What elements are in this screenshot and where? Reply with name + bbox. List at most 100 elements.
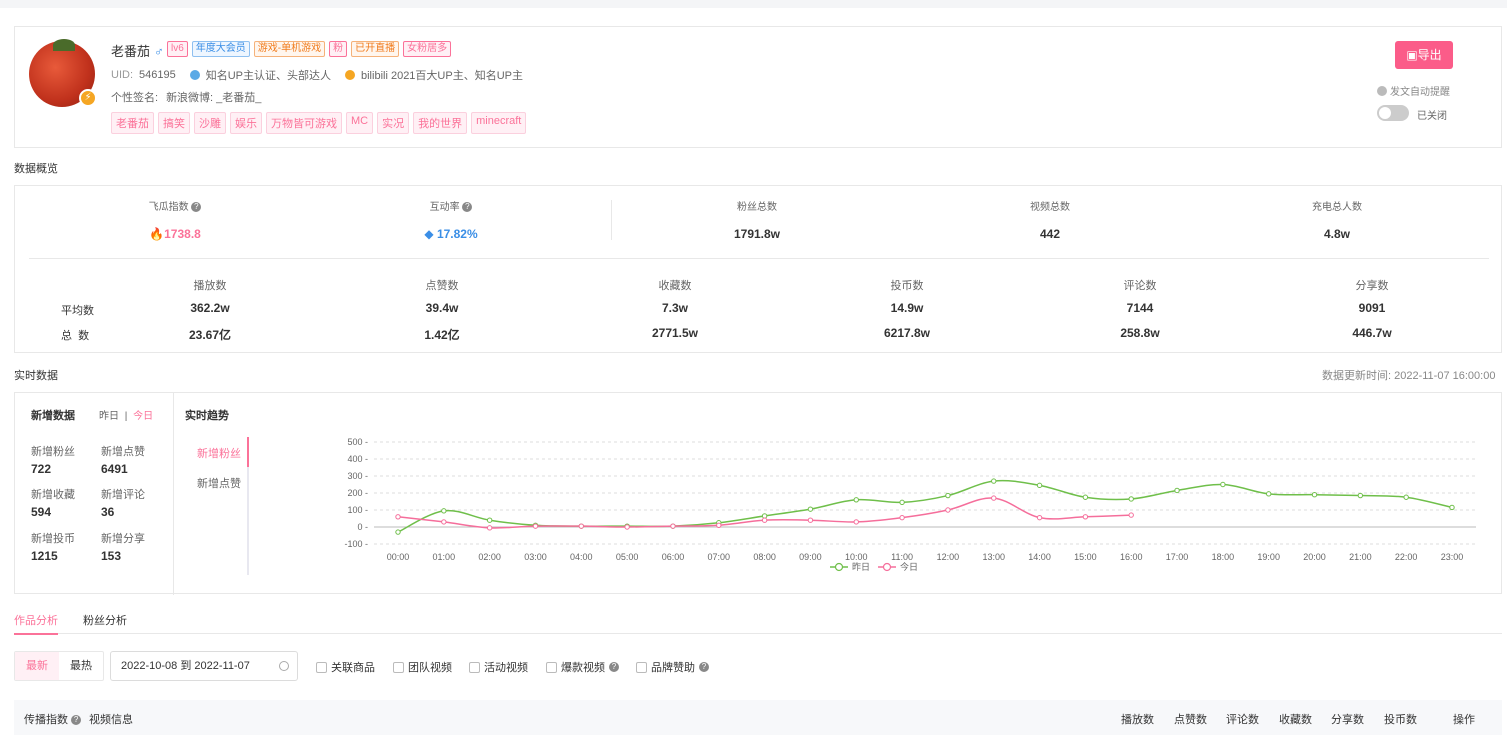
checkbox-label: 关联商品	[331, 662, 375, 674]
data-point	[670, 523, 676, 529]
tab-works-analysis[interactable]: 作品分析	[14, 612, 58, 635]
x-tick-label: 11:00	[891, 552, 913, 562]
th-spread-index[interactable]: 传播指数 ?	[24, 711, 82, 727]
checkbox[interactable]	[636, 661, 647, 673]
avg-value: 39.4w	[425, 301, 459, 315]
level-badge: lv6	[167, 41, 188, 57]
tab-fans-analysis[interactable]: 粉丝分析	[83, 615, 127, 627]
help-icon[interactable]: ?	[462, 202, 473, 213]
x-tick-label: 10:00	[845, 552, 868, 562]
total-value: 258.8w	[1120, 326, 1160, 340]
content-tag[interactable]: MC	[346, 112, 374, 134]
video-label: 视频总数	[1030, 202, 1070, 213]
content-tag[interactable]: 万物皆可游戏	[266, 112, 342, 134]
x-tick-label: 09:00	[799, 552, 822, 562]
data-point	[1174, 487, 1180, 494]
trend-tab-fans[interactable]: 新增粉丝	[197, 448, 241, 460]
legend-label: 今日	[900, 561, 918, 572]
total-value: 23.67亿	[188, 328, 232, 342]
th-likes[interactable]: 点赞数	[1174, 714, 1207, 726]
help-icon[interactable]: ?	[191, 202, 202, 213]
overview-card: 飞瓜指数 ? 🔥1738.8 互动率 ? ◆ 17.82% 粉丝总数 1791.…	[14, 185, 1502, 353]
checkbox[interactable]	[316, 661, 327, 673]
charge-total: 充电总人数 4.8w	[1237, 198, 1437, 241]
profile-name-row: 老番茄 ♂	[111, 41, 164, 60]
content-tag[interactable]: 实况	[377, 112, 410, 134]
y-tick-label: 300 -	[347, 471, 368, 481]
data-point	[991, 478, 997, 484]
y-tick-label: 100 -	[347, 505, 368, 515]
trend-title: 实时趋势	[185, 410, 229, 422]
lightning-badge-icon: ⚡	[79, 89, 97, 107]
avg-value: 362.2w	[190, 301, 230, 315]
th-favorites[interactable]: 收藏数	[1279, 714, 1312, 726]
content-tag[interactable]: 我的世界	[413, 112, 468, 134]
data-point	[532, 523, 539, 529]
data-point	[1036, 514, 1043, 521]
charge-value: 4.8w	[1323, 227, 1350, 241]
th-comments[interactable]: 评论数	[1226, 714, 1259, 726]
th-shares[interactable]: 分享数	[1331, 714, 1364, 726]
x-tick-label: 04:00	[570, 552, 593, 562]
verify-gold-icon	[345, 70, 355, 80]
content-tags: 老番茄 搞笑 沙雕 娱乐 万物皆可游戏 MC 实况 我的世界 minecraft	[111, 112, 527, 134]
filter-hit-video[interactable]: 爆款视频?	[546, 659, 619, 675]
data-point	[991, 495, 997, 501]
trend-tab-likes[interactable]: 新增点赞	[197, 478, 241, 490]
remind-toggle[interactable]	[1377, 105, 1409, 121]
sort-hottest[interactable]: 最热	[70, 660, 92, 672]
verify-text-2: bilibili 2021百大UP主、知名UP主	[361, 70, 523, 82]
th-plays[interactable]: 播放数	[1121, 714, 1154, 726]
badge-row: lv6 年度大会员 游戏-单机游戏 粉 已开直播 女粉居多	[167, 41, 452, 57]
checkbox-label: 爆款视频	[561, 662, 605, 674]
filter-team-video[interactable]: 团队视频	[393, 659, 452, 675]
today-option[interactable]: 今日	[133, 411, 154, 422]
stat-label: 新增评论	[101, 489, 145, 501]
stat-label: 新增分享	[101, 533, 145, 545]
stat-label: 新增点赞	[101, 446, 145, 458]
date-range-picker[interactable]: 2022-10-08 到 2022-11-07	[110, 651, 298, 681]
help-icon[interactable]: ?	[609, 662, 619, 672]
filter-bar: 最新 最热 2022-10-08 到 2022-11-07 关联商品 团队视频 …	[14, 651, 1502, 681]
day-toggle: 昨日 | 今日	[99, 407, 153, 422]
sort-newest[interactable]: 最新	[15, 652, 59, 680]
help-icon[interactable]: ?	[699, 662, 709, 672]
row-avg-label: 平均数	[61, 305, 94, 317]
content-tag[interactable]: 沙雕	[194, 112, 226, 134]
series-line-yesterday	[397, 479, 1453, 533]
avatar[interactable]: ⚡	[29, 39, 97, 107]
col-head: 收藏数	[658, 280, 692, 292]
th-coins[interactable]: 投币数	[1384, 714, 1417, 726]
data-point	[899, 514, 905, 521]
content-tag[interactable]: 娱乐	[230, 112, 262, 134]
export-button[interactable]: ▣导出	[1395, 41, 1453, 69]
content-tag[interactable]: 老番茄	[111, 112, 154, 134]
category-badge: 游戏-单机游戏	[253, 41, 326, 57]
filter-related-goods[interactable]: 关联商品	[316, 659, 375, 675]
yesterday-option[interactable]: 昨日	[99, 411, 119, 422]
checkbox[interactable]	[469, 661, 480, 673]
checkbox[interactable]	[546, 661, 557, 673]
content-tag[interactable]: minecraft	[471, 112, 527, 134]
data-point	[899, 499, 905, 506]
x-tick-label: 05:00	[616, 552, 639, 562]
interaction-value: 17.82%	[436, 227, 478, 241]
filter-activity-video[interactable]: 活动视频	[469, 659, 528, 675]
checkbox[interactable]	[393, 661, 404, 673]
stat-value: 594	[31, 505, 52, 519]
th-label: 传播指数	[24, 714, 68, 726]
divider	[611, 200, 612, 240]
top-strip	[0, 0, 1507, 8]
data-point	[1082, 494, 1089, 500]
filter-brand-sponsor[interactable]: 品牌赞助?	[636, 659, 709, 675]
content-tag[interactable]: 搞笑	[158, 112, 190, 134]
gender-male-icon: ♂	[154, 44, 164, 59]
help-icon[interactable]: ?	[71, 715, 82, 726]
stat-value: 1215	[31, 549, 58, 563]
x-tick-label: 03:00	[524, 552, 547, 562]
avg-value: 7.3w	[661, 301, 688, 315]
stat-value: 722	[31, 462, 52, 476]
data-point	[1403, 494, 1409, 500]
data-point	[807, 517, 814, 523]
remind-label: 发文自动提醒	[1390, 87, 1450, 98]
